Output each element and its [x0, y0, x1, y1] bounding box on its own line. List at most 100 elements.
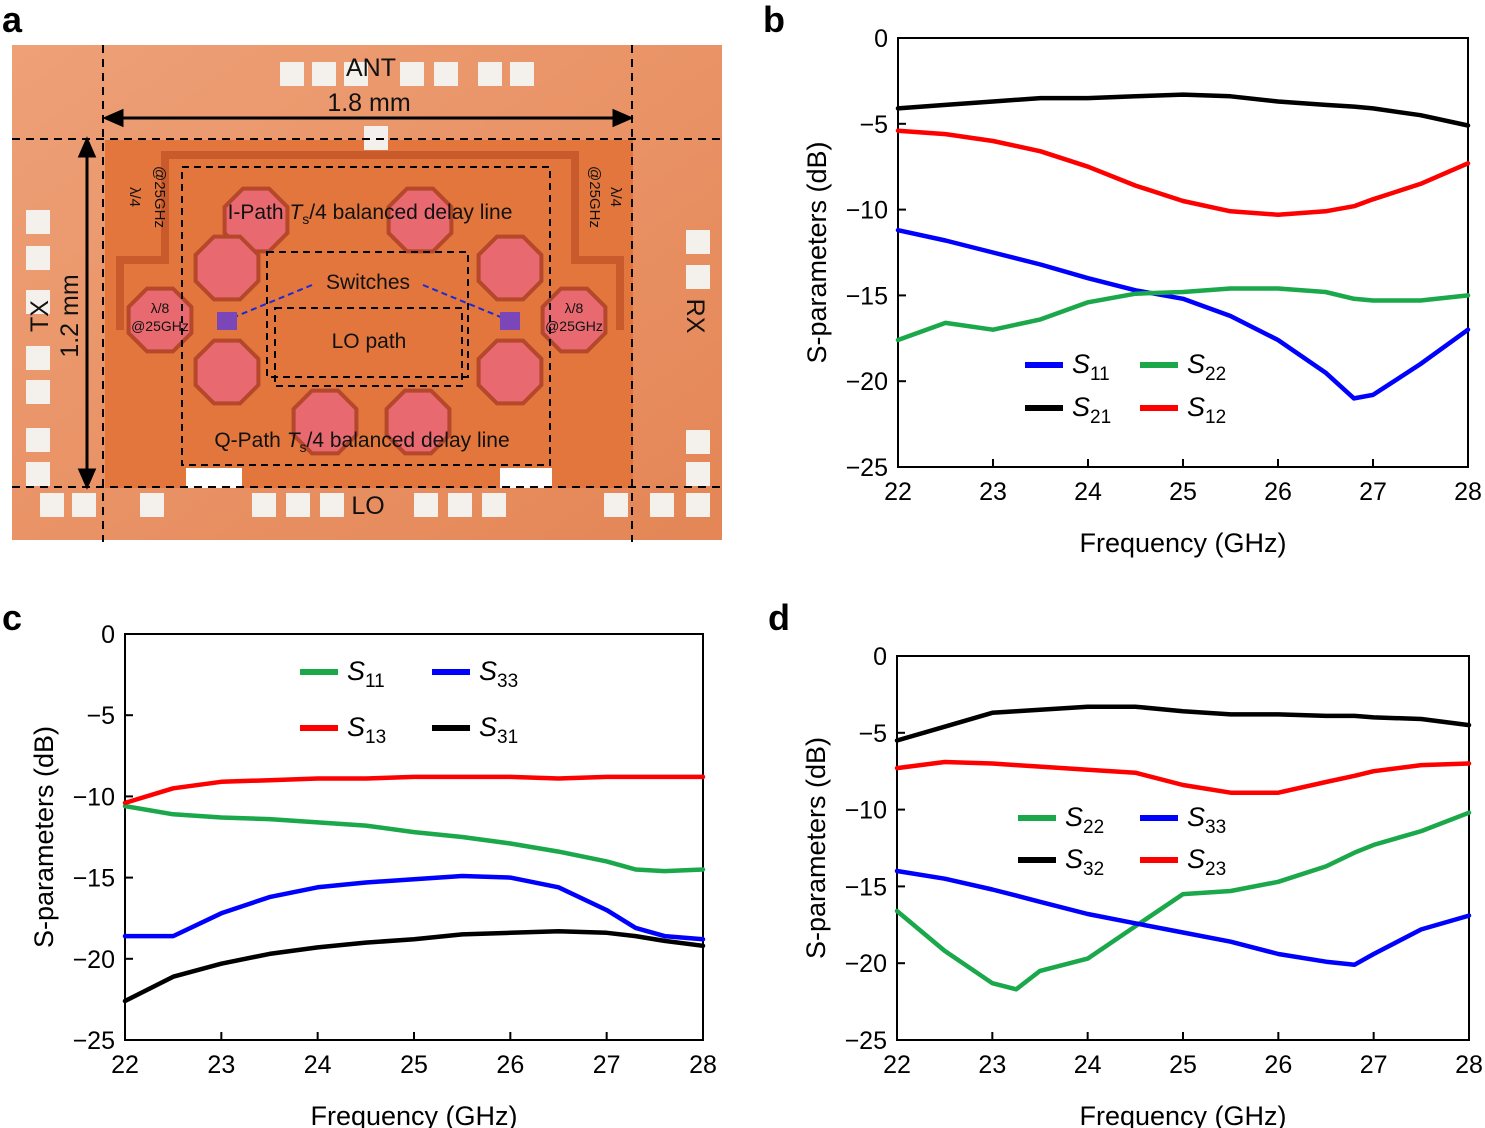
legend-label-S13: S13: [347, 712, 386, 748]
switches-label: Switches: [326, 271, 410, 294]
x-tick-label: 24: [1074, 478, 1102, 506]
y-tick-label: −10: [845, 797, 887, 825]
legend-label-S23: S23: [1187, 844, 1226, 880]
bond-pad: [286, 493, 310, 517]
lambda8-right-label: λ/8: [565, 300, 584, 316]
switch-left: [217, 312, 237, 330]
y-tick-label: −25: [846, 454, 888, 482]
panel-label-c: c: [2, 597, 23, 638]
legend-label-S11: S11: [1072, 349, 1110, 385]
switches-box: [266, 251, 469, 378]
series-line-S11: [122, 803, 706, 874]
at25b-right-label: @25GHz: [586, 166, 603, 228]
x-tick-label: 27: [1359, 478, 1387, 506]
y-tick-label: −20: [73, 946, 115, 974]
y-tick-label: −5: [858, 720, 887, 748]
x-tick-label: 28: [1454, 478, 1482, 506]
bond-pad: [482, 493, 506, 517]
inductor: [476, 338, 544, 406]
bond-pad: [252, 493, 276, 517]
y-axis-title: S-parameters (dB): [29, 726, 59, 948]
legend-label-S22: S22: [1187, 349, 1226, 385]
bond-pad: [434, 62, 458, 86]
switch-arrow-left: [231, 284, 313, 319]
bond-pad: [414, 493, 438, 517]
inductor: [476, 234, 544, 302]
lambda4-right-label: λ/4: [607, 187, 624, 207]
lo-pad-right: [500, 468, 552, 488]
height-arrowhead-top: [77, 136, 97, 158]
rx-label: RX: [681, 299, 709, 334]
x-tick-label: 28: [689, 1051, 717, 1079]
chart-b: 22 23 24 25 26 27 28 0 −5 −10 −15 −20 −25 Frequency (…: [802, 25, 1482, 558]
bond-pad: [26, 246, 50, 270]
bond-pad: [686, 462, 710, 486]
bond-pad: [686, 265, 710, 289]
bond-pad: [320, 493, 344, 517]
bond-pad: [72, 493, 96, 517]
bond-pad: [26, 210, 50, 234]
series-line-S33: [894, 868, 1472, 967]
y-axis-title: S-parameters (dB): [802, 141, 832, 363]
series-line-S33: [122, 873, 706, 942]
lambda8-left-label: λ/8: [151, 300, 170, 316]
bond-pad: [312, 62, 336, 86]
bond-pad: [280, 62, 304, 86]
bond-pad: [400, 62, 424, 86]
y-tick-label: −25: [73, 1027, 115, 1055]
switch-arrow-right: [422, 284, 504, 319]
x-tick-label: 26: [1264, 1051, 1292, 1079]
y-tick-label: −10: [846, 197, 888, 225]
x-tick-label: 26: [1264, 478, 1292, 506]
ring-trace: [116, 151, 624, 330]
bond-pad: [344, 62, 368, 86]
legend-label-S11: S11: [347, 656, 385, 692]
y-tick-label: 0: [874, 25, 888, 53]
inductor: [384, 388, 452, 456]
series-line-S23: [894, 759, 1472, 795]
at25b-left-label: @25GHz: [151, 166, 168, 228]
inductor: [126, 286, 194, 354]
height-arrowhead-bottom: [77, 468, 97, 490]
panel-label-b: b: [763, 0, 785, 40]
legend-label-S22: S22: [1065, 802, 1104, 838]
x-tick-label: 23: [207, 1051, 235, 1079]
series-line-S22: [894, 810, 1472, 992]
width-label: 1.8 mm: [327, 89, 410, 117]
x-tick-label: 22: [111, 1051, 139, 1079]
x-tick-label: 22: [883, 1051, 911, 1079]
width-arrowhead-right: [612, 108, 634, 128]
lo-pad-left: [186, 468, 242, 488]
legend-label-S32: S32: [1065, 844, 1104, 880]
series-line-S32: [894, 704, 1472, 743]
plot-frame: [124, 633, 704, 1041]
inductor: [193, 234, 261, 302]
chart-c: 22 23 24 25 26 27 28 0 −5 −10 −15 −20 −25 Frequency (…: [29, 621, 717, 1128]
bond-pad: [26, 290, 50, 314]
bond-pad: [686, 230, 710, 254]
x-tick-label: 24: [1074, 1051, 1102, 1079]
lo-path-label: LO path: [332, 330, 407, 353]
legend-label-S33: S33: [479, 656, 518, 692]
bond-pad: [26, 462, 50, 486]
x-tick-label: 23: [979, 478, 1007, 506]
series-line-S31: [122, 928, 706, 1004]
x-tick-label: 28: [1455, 1051, 1483, 1079]
x-tick-label: 24: [304, 1051, 332, 1079]
x-tick-label: 26: [496, 1051, 524, 1079]
y-tick-label: −20: [845, 950, 887, 978]
y-tick-label: −5: [86, 702, 115, 730]
bond-pad: [686, 493, 710, 517]
x-tick-label: 25: [1169, 478, 1197, 506]
x-tick-label: 23: [978, 1051, 1006, 1079]
at25-left-label: @25GHz: [131, 318, 189, 334]
y-tick-label: −20: [846, 368, 888, 396]
inductor: [540, 286, 608, 354]
bond-pads: [26, 62, 710, 517]
series-line-S21: [895, 92, 1471, 128]
height-label: 1.2 mm: [56, 274, 84, 357]
bond-pad: [478, 62, 502, 86]
y-tick-label: −15: [846, 282, 888, 310]
x-tick-label: 25: [1169, 1051, 1197, 1079]
